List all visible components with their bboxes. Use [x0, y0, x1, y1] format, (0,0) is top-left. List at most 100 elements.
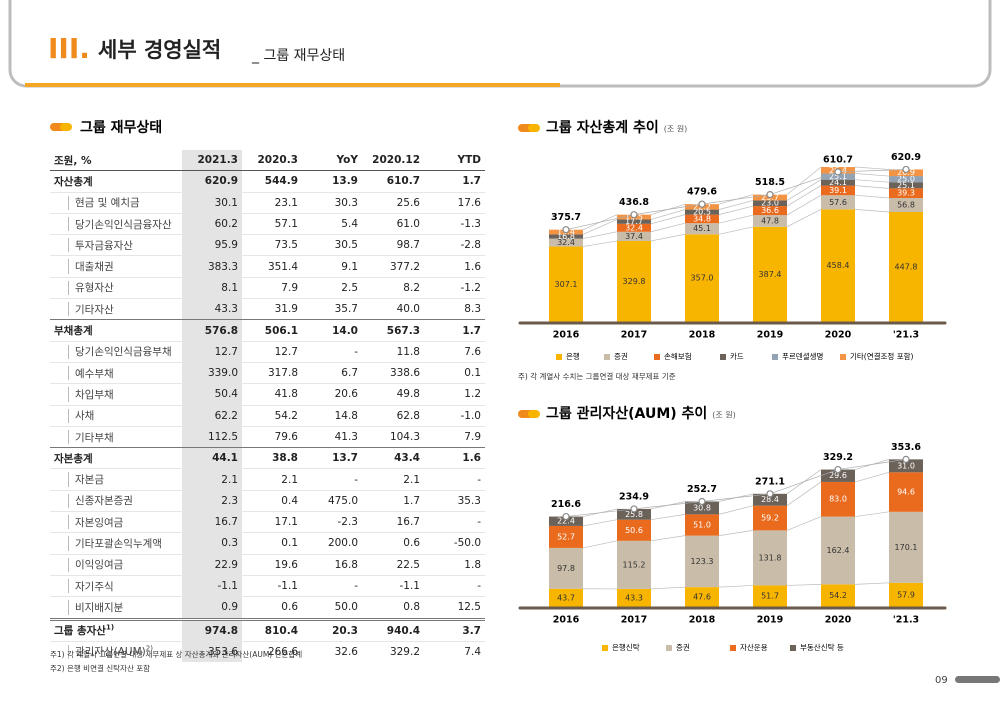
cell: 576.8 [182, 319, 242, 342]
cell: 12.7 [182, 340, 242, 363]
cell: 1.7 [362, 489, 424, 512]
table-row: 자본잉여금 16.7 17.1 -2.3 16.7- [50, 511, 485, 533]
segment-label: 56.8 [897, 200, 915, 209]
segment-label: 39.3 [897, 189, 915, 198]
row-label: 차입부채 [50, 383, 182, 406]
segment-label: 17.7 [625, 217, 643, 226]
row-label-text: 예수부채 [75, 367, 114, 380]
total-connector [769, 171, 839, 195]
table-row: 현금 및 예치금 30.1 23.1 30.3 25.6 17.6 [50, 191, 485, 214]
column-header: 조원, % [50, 150, 182, 172]
cell: 475.0 [302, 489, 362, 512]
x-tick-label: 2016 [553, 330, 580, 341]
connector [854, 209, 890, 213]
total-marker [834, 168, 842, 176]
segment-label: 54.2 [829, 591, 847, 600]
cell: 377.2 [362, 255, 424, 278]
segment-label: 307.1 [555, 280, 578, 289]
cell: -50.0 [424, 532, 485, 555]
legend-label: 기타(연결조정 포함) [850, 351, 914, 361]
chart-unit: (조 원) [712, 411, 736, 420]
page-subtitle: _ 그룹 재무상태 [251, 48, 345, 64]
bullet [60, 123, 72, 131]
bar-segment [685, 514, 719, 536]
row-label: 예수부채 [50, 361, 182, 384]
total-connector [701, 194, 771, 205]
cell: 13.9 [302, 170, 362, 193]
cell: 20.3 [302, 617, 362, 642]
cell: 14.8 [302, 404, 362, 427]
cell: 2.1 [362, 468, 424, 491]
bar-segment [889, 198, 923, 212]
cell: -1.3 [424, 212, 485, 235]
chart-title: 그룹 관리자산(AUM) 추이 [546, 405, 707, 422]
table-row: 자기주식 -1.1 -1.1- -1.1- [50, 574, 485, 597]
segment-label: 34.8 [693, 214, 711, 223]
segment-label: 162.4 [827, 546, 850, 555]
bar-segment [685, 214, 719, 224]
cell: 0.6 [362, 532, 424, 555]
cell: 13.7 [302, 447, 362, 469]
bar-segment [549, 234, 583, 239]
total-label: 353.6 [891, 442, 921, 453]
cell: 351.4 [242, 255, 302, 278]
cell: - [424, 511, 485, 533]
cell: 7.4 [424, 640, 485, 663]
bar-segment [549, 588, 583, 607]
legend-swatch [604, 354, 610, 360]
total-label: 436.8 [619, 197, 649, 208]
bar-segment [753, 505, 787, 531]
cell: 30.1 [182, 191, 242, 214]
cell: 62.8 [362, 404, 424, 427]
bar-segment [753, 585, 787, 607]
bar-segment [821, 179, 855, 186]
total-connector [837, 169, 907, 173]
total-marker [698, 200, 706, 208]
bar-segment [685, 223, 719, 235]
row-label-text: 관리자산(AUM) [75, 646, 146, 659]
segment-label: 123.3 [691, 557, 714, 566]
connector [854, 194, 890, 199]
page-number: 09 [935, 675, 948, 686]
row-label: 비지배지분 [50, 596, 182, 620]
cell: 0.1 [424, 361, 485, 384]
row-label: 그룹 총자산1) [50, 617, 182, 642]
cell: 20.6 [302, 383, 362, 406]
row-label: 자본잉여금 [50, 511, 182, 533]
table-row: 투자금융자산 95.9 73.5 30.5 98.7 -2.8 [50, 234, 485, 256]
bar-segment [617, 588, 651, 607]
bar-segment [821, 481, 855, 517]
table-row: 차입부채 50.4 41.8 20.6 49.8 1.2 [50, 383, 485, 406]
cell: 1.6 [424, 255, 485, 278]
segment-label: 94.6 [897, 488, 915, 497]
table-row: 부채총계 576.8 506.1 14.0 567.3 1.7 [50, 319, 485, 342]
segment-label: 25.1 [829, 172, 847, 181]
row-label-text: 신종자본증권 [75, 495, 133, 508]
segment-label: 170.1 [895, 543, 918, 552]
cell: 317.8 [242, 361, 302, 384]
total-connector [565, 214, 635, 231]
cell: 35.3 [424, 489, 485, 512]
connector [786, 584, 822, 586]
total-label: 610.7 [823, 154, 853, 165]
cell: 810.4 [242, 617, 302, 642]
total-marker [630, 505, 638, 513]
connector [786, 185, 822, 207]
cell: 112.5 [182, 425, 242, 448]
cell: 35.7 [302, 298, 362, 320]
cell: -1.0 [424, 404, 485, 427]
x-tick-label: 2017 [621, 330, 647, 341]
segment-label: 45.1 [693, 224, 711, 233]
segment-label: 52.7 [557, 532, 575, 541]
cell: 95.9 [182, 234, 242, 256]
total-marker [630, 211, 638, 219]
x-tick-label: 2018 [689, 330, 716, 341]
row-label: 자본금 [50, 468, 182, 491]
table-row: 대출채권 383.3 351.4 9.1 377.2 1.6 [50, 255, 485, 278]
table-row: 비지배지분 0.9 0.6 50.0 0.8 12.5 [50, 596, 485, 620]
cell: 79.6 [242, 425, 302, 448]
cell: 11.8 [362, 340, 424, 363]
connector [718, 530, 754, 536]
legend-label: 카드 [730, 352, 744, 361]
